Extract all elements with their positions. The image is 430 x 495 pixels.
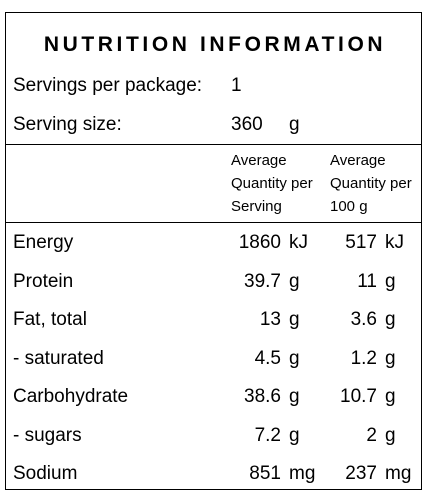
unit-per-100g: kJ <box>385 232 404 253</box>
divider-top <box>5 144 422 145</box>
serving-size-label: Serving size: <box>13 114 122 135</box>
unit-per-100g: g <box>385 271 396 292</box>
unit-per-serving: g <box>289 386 300 407</box>
unit-per-serving: g <box>289 348 300 369</box>
value-per-100g: 2 <box>366 425 377 446</box>
serving-size-unit: g <box>289 114 300 135</box>
nutrient-label: Energy <box>13 232 74 253</box>
unit-per-serving: g <box>289 271 300 292</box>
column-header-per-serving: Average Quantity per Serving <box>231 152 313 215</box>
value-per-100g: 11 <box>357 271 377 292</box>
value-per-serving: 13 <box>259 309 281 330</box>
value-per-100g: 1.2 <box>350 348 377 369</box>
value-per-serving: 4.5 <box>254 348 281 369</box>
nutrient-label: Carbohydrate <box>13 386 129 407</box>
nutrient-label: Sodium <box>13 463 78 484</box>
value-per-100g: 237 <box>345 463 377 484</box>
unit-per-100g: g <box>385 386 396 407</box>
serving-size-value: 360 <box>231 114 263 135</box>
value-per-serving: 851 <box>249 463 281 484</box>
unit-per-100g: g <box>385 348 396 369</box>
value-per-100g: 10.7 <box>340 386 377 407</box>
panel-title: NUTRITION INFORMATION <box>43 33 387 56</box>
servings-label: Servings per package: <box>13 75 203 96</box>
column-header-per-100g: Average Quantity per 100 g <box>330 152 412 215</box>
value-per-serving: 38.6 <box>244 386 281 407</box>
unit-per-100g: g <box>385 309 396 330</box>
nutrient-label: - saturated <box>13 348 104 369</box>
nutrient-label: Protein <box>13 271 74 292</box>
value-per-100g: 3.6 <box>350 309 377 330</box>
value-per-serving: 1860 <box>238 232 281 253</box>
nutrient-label: Fat, total <box>13 309 87 330</box>
nutrient-label: - sugars <box>13 425 82 446</box>
unit-per-serving: mg <box>289 463 316 484</box>
unit-per-100g: mg <box>385 463 412 484</box>
unit-per-100g: g <box>385 425 396 446</box>
value-per-serving: 39.7 <box>244 271 281 292</box>
servings-value: 1 <box>231 75 242 96</box>
unit-per-serving: g <box>289 425 300 446</box>
value-per-serving: 7.2 <box>254 425 281 446</box>
nutrition-panel <box>5 12 422 490</box>
unit-per-serving: kJ <box>289 232 308 253</box>
divider-header <box>5 222 422 223</box>
value-per-100g: 517 <box>345 232 377 253</box>
unit-per-serving: g <box>289 309 300 330</box>
